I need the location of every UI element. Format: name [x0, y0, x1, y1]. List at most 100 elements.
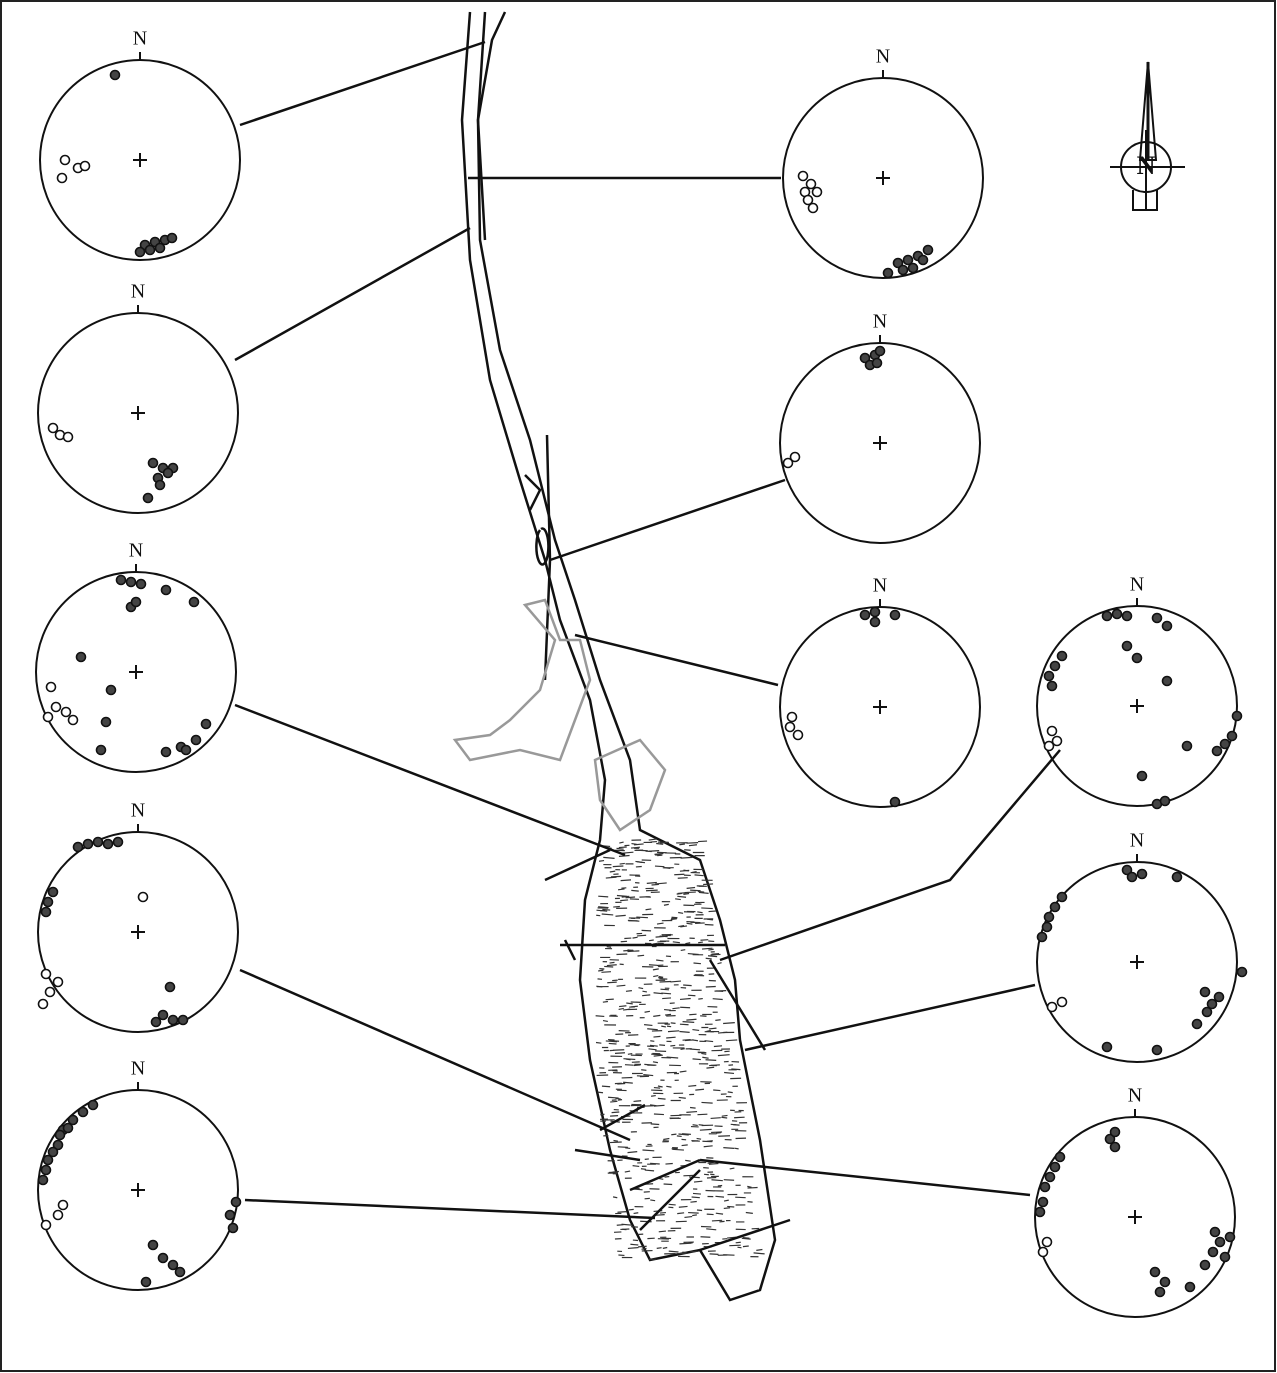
pole-filled — [1231, 710, 1243, 722]
hatch-stroke — [633, 1064, 641, 1067]
hatch-stroke — [619, 1005, 627, 1008]
north-label: N — [131, 800, 145, 822]
pole-filled — [892, 257, 904, 269]
hatch-stroke — [683, 892, 690, 895]
pole-filled — [224, 1209, 236, 1221]
hatch-stroke — [606, 964, 617, 967]
pole-open — [45, 681, 57, 693]
hatch-stroke — [698, 1124, 704, 1126]
pole-filled — [859, 609, 871, 621]
hatch-stroke — [605, 1040, 618, 1043]
hatch-stroke — [653, 1113, 664, 1116]
hatch-stroke — [734, 1147, 739, 1150]
hatch-stroke — [718, 1135, 731, 1137]
hatch-stroke — [678, 925, 685, 928]
pole-filled — [1207, 1246, 1219, 1258]
hatch-stroke — [692, 1214, 697, 1217]
hatch-stroke — [747, 1185, 752, 1188]
pole-open — [44, 986, 56, 998]
hatch-stroke — [724, 1071, 735, 1075]
hatch-stroke — [702, 1056, 709, 1059]
pole-filled — [1161, 620, 1173, 632]
hatch-stroke — [672, 1007, 680, 1010]
pole-filled — [1151, 1044, 1163, 1056]
pole-open — [56, 172, 68, 184]
stereonet: N — [35, 540, 237, 773]
pole-filled — [47, 886, 59, 898]
hatch-stroke — [651, 883, 659, 886]
pole-filled — [147, 1239, 159, 1251]
hatch-stroke — [686, 1018, 697, 1021]
hatch-stroke — [737, 1246, 742, 1249]
hatch-stroke — [641, 1247, 647, 1250]
hatch-stroke — [713, 1045, 723, 1048]
hatch-stroke — [660, 841, 669, 844]
hatch-stroke — [708, 910, 717, 913]
pole-filled — [40, 906, 52, 918]
pole-filled — [1101, 1041, 1113, 1053]
pole-filled — [1226, 730, 1238, 742]
pole-open — [52, 976, 64, 988]
hatch-stroke — [627, 950, 640, 953]
pole-filled — [109, 69, 121, 81]
hatch-stroke — [707, 955, 718, 958]
stereonets: N N N N N N N N N N N — [35, 28, 1248, 1318]
hatch-stroke — [653, 1086, 661, 1089]
hatch-stroke — [706, 1066, 715, 1069]
pole-filled — [1211, 745, 1223, 757]
hatch-stroke — [675, 898, 681, 901]
hatch-stroke — [612, 1069, 618, 1072]
pole-filled — [1199, 986, 1211, 998]
leader — [239, 40, 486, 127]
hatch-stroke — [647, 1028, 658, 1031]
pole-open — [79, 160, 91, 172]
pole-filled — [115, 574, 127, 586]
hatch-stroke — [727, 1205, 735, 1208]
hatch-stroke — [679, 1023, 689, 1026]
hatch-stroke — [650, 1094, 656, 1097]
hatch-stroke — [641, 1069, 647, 1071]
hatch-stroke — [686, 842, 699, 844]
hatch-stroke — [686, 922, 693, 925]
hatch-stroke — [638, 987, 644, 990]
stereonet: N — [1036, 830, 1248, 1063]
hatch-stroke — [661, 1025, 667, 1028]
pole-open — [802, 194, 814, 206]
hatch-stroke — [598, 969, 604, 972]
hatch-stroke — [627, 1151, 638, 1154]
hatch-stroke — [648, 939, 654, 942]
hatch-stroke — [631, 889, 639, 892]
hatch-stroke — [623, 1081, 633, 1084]
north-label: N — [876, 46, 890, 68]
pole-filled — [62, 1122, 74, 1134]
hatch-stroke — [723, 1199, 729, 1202]
hatch-stroke — [723, 1146, 735, 1149]
hatch-stroke — [710, 1117, 721, 1120]
hatch-stroke — [617, 1146, 628, 1148]
hatch-stroke — [618, 1007, 624, 1011]
pole-filled — [1213, 991, 1225, 1003]
hatch-stroke — [613, 1139, 619, 1142]
pole-open — [1041, 1236, 1053, 1248]
pole-open — [37, 998, 49, 1010]
hatch-stroke — [626, 1002, 633, 1005]
hatch-stroke — [683, 869, 690, 872]
hatch-stroke — [620, 879, 632, 882]
hatch-stroke — [637, 954, 645, 957]
hatch-stroke — [640, 1168, 646, 1170]
pole-filled — [188, 596, 200, 608]
hatch-stroke — [680, 925, 688, 928]
hatch-stroke — [681, 1144, 688, 1147]
pole-open — [811, 186, 823, 198]
hatch-stroke — [725, 1039, 738, 1042]
hatch-stroke — [602, 1000, 609, 1003]
hatch-stroke — [715, 1019, 721, 1021]
hatch-stroke — [711, 952, 720, 955]
hatch-stroke — [697, 911, 703, 914]
hatch-stroke — [682, 1021, 695, 1023]
hatch-stroke — [658, 975, 664, 978]
hatch-stroke — [666, 1036, 676, 1039]
stereonet: N — [1036, 574, 1243, 810]
north-label: N — [1130, 830, 1144, 852]
hatch-stroke — [628, 1208, 634, 1211]
